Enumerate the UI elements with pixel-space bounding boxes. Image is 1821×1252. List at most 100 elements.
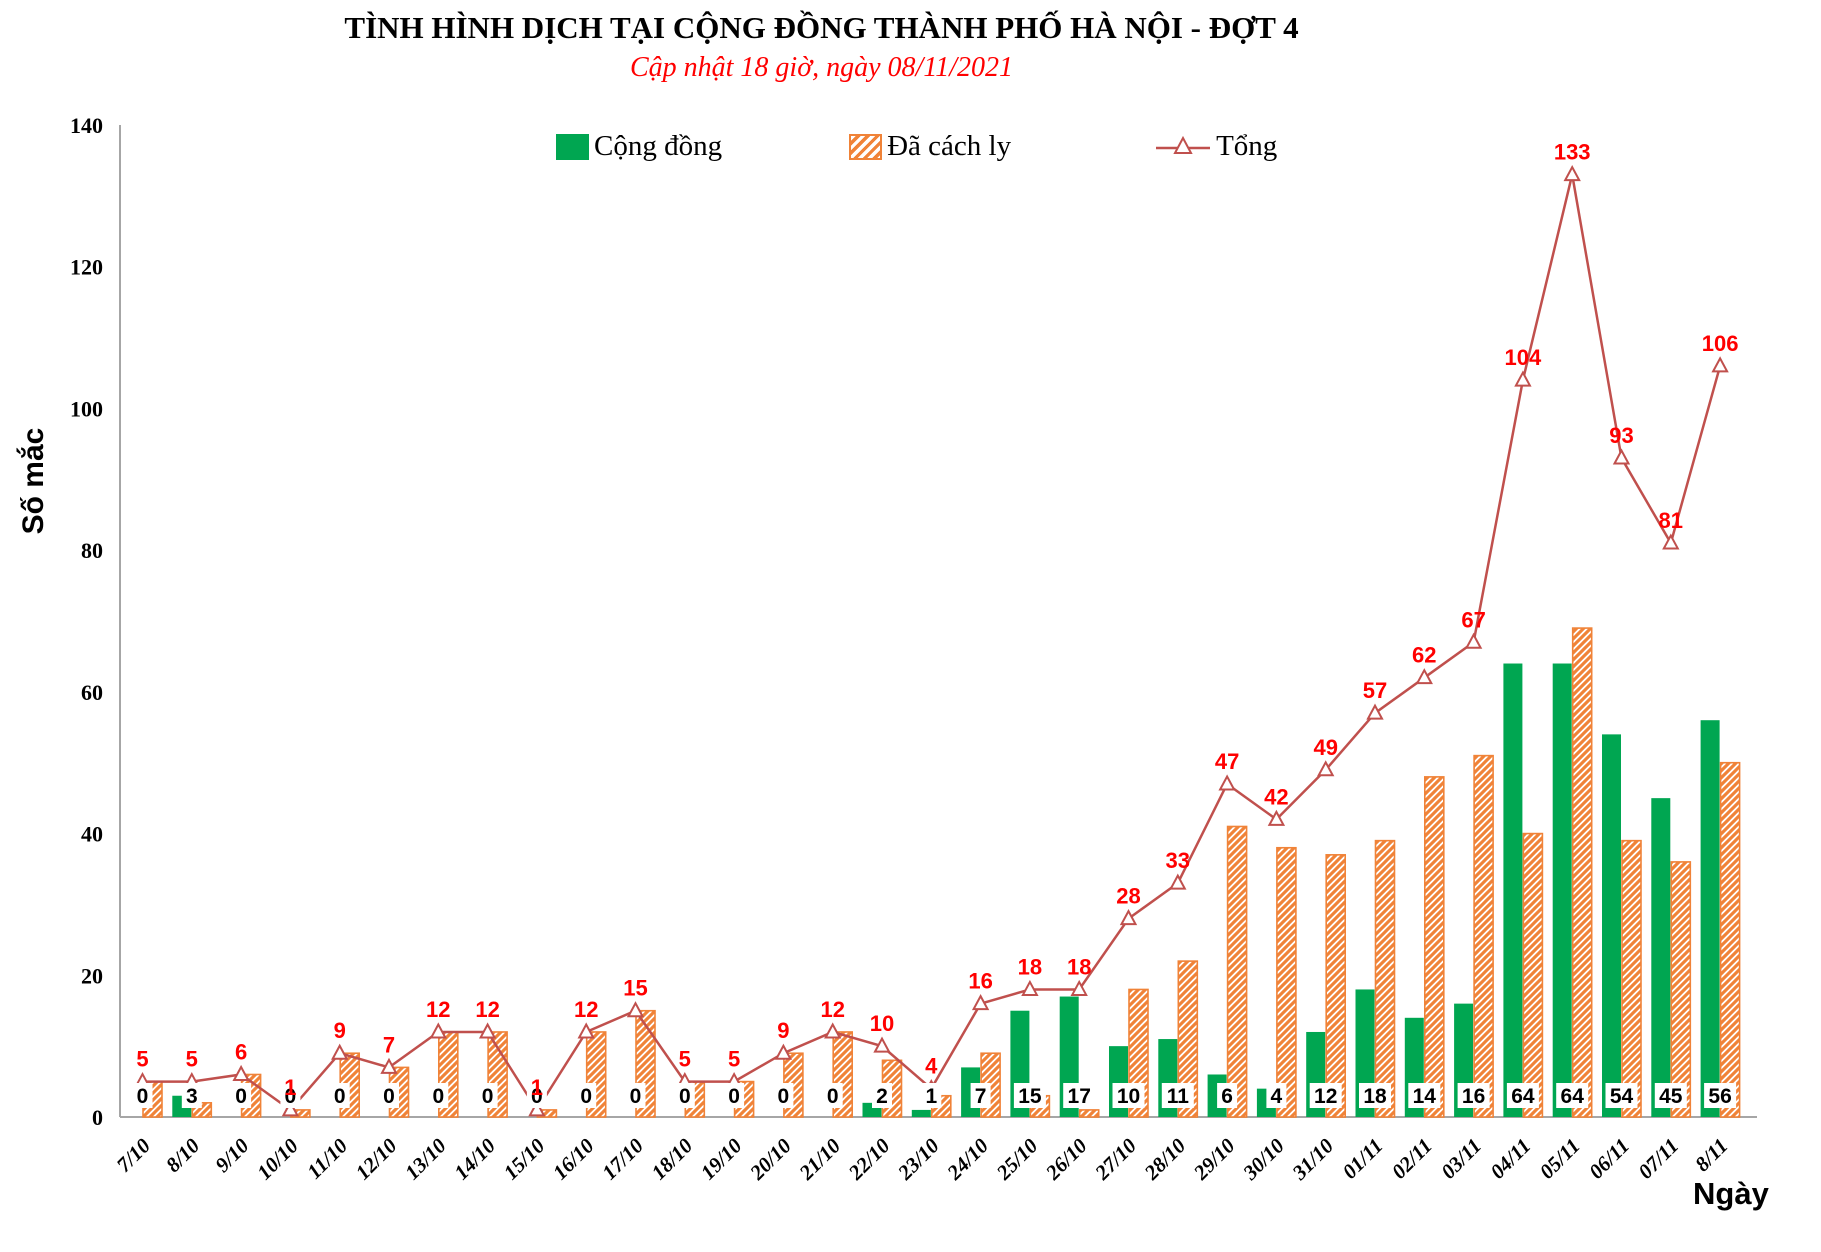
svg-text:12: 12	[574, 997, 598, 1022]
svg-text:31/10: 31/10	[1287, 1133, 1339, 1185]
svg-text:23/10: 23/10	[892, 1133, 944, 1185]
svg-text:0: 0	[679, 1085, 691, 1108]
svg-text:0: 0	[778, 1085, 790, 1108]
svg-text:16/10: 16/10	[548, 1133, 599, 1184]
svg-text:64: 64	[1511, 1085, 1535, 1108]
svg-text:0: 0	[728, 1085, 740, 1108]
svg-text:01/11: 01/11	[1338, 1134, 1388, 1184]
svg-text:30/10: 30/10	[1237, 1133, 1289, 1185]
svg-text:18: 18	[1363, 1085, 1387, 1108]
svg-text:18: 18	[1067, 954, 1091, 979]
legend-label-total: Tổng	[1216, 130, 1278, 162]
svg-text:100: 100	[70, 396, 103, 421]
svg-text:7/10: 7/10	[112, 1133, 156, 1177]
svg-text:04/11: 04/11	[1485, 1134, 1535, 1184]
svg-text:22/10: 22/10	[843, 1133, 895, 1185]
svg-text:104: 104	[1505, 345, 1542, 370]
svg-text:12: 12	[1314, 1085, 1337, 1108]
svg-text:20/10: 20/10	[744, 1133, 796, 1185]
svg-text:11/10: 11/10	[302, 1133, 352, 1183]
svg-text:2: 2	[876, 1085, 888, 1108]
svg-text:18: 18	[1018, 954, 1042, 979]
svg-text:4: 4	[925, 1054, 938, 1079]
svg-text:12: 12	[475, 997, 499, 1022]
svg-text:0: 0	[383, 1085, 395, 1108]
svg-text:4: 4	[1271, 1085, 1283, 1108]
svg-text:15: 15	[1018, 1085, 1042, 1108]
svg-text:20: 20	[81, 963, 103, 988]
svg-text:3: 3	[186, 1085, 198, 1108]
svg-text:0: 0	[285, 1085, 297, 1108]
svg-text:28/10: 28/10	[1139, 1133, 1191, 1185]
svg-text:12/10: 12/10	[351, 1133, 402, 1184]
svg-text:10: 10	[870, 1011, 894, 1036]
svg-text:57: 57	[1363, 678, 1387, 703]
svg-text:0: 0	[432, 1085, 444, 1108]
svg-text:15: 15	[623, 976, 647, 1001]
svg-text:6: 6	[1221, 1085, 1233, 1108]
svg-text:0: 0	[235, 1085, 247, 1108]
svg-text:0: 0	[92, 1105, 103, 1130]
svg-text:45: 45	[1659, 1085, 1683, 1108]
svg-text:24/10: 24/10	[942, 1133, 994, 1185]
svg-text:26/10: 26/10	[1040, 1133, 1092, 1185]
svg-text:5: 5	[186, 1047, 198, 1072]
legend-item-total: Tổng	[1154, 130, 1277, 163]
svg-text:56: 56	[1708, 1085, 1731, 1108]
svg-text:28: 28	[1116, 884, 1140, 909]
svg-text:42: 42	[1264, 784, 1288, 809]
svg-text:11: 11	[1167, 1085, 1190, 1108]
svg-text:140: 140	[70, 113, 103, 138]
total-line-marker-icon	[1156, 135, 1211, 154]
svg-text:5: 5	[728, 1047, 740, 1072]
svg-text:120: 120	[70, 255, 103, 280]
svg-text:8/11: 8/11	[1690, 1134, 1733, 1177]
svg-text:16: 16	[1462, 1085, 1485, 1108]
svg-text:60: 60	[81, 680, 103, 705]
svg-text:9/10: 9/10	[210, 1133, 254, 1177]
svg-text:0: 0	[137, 1085, 149, 1108]
svg-text:07/11: 07/11	[1633, 1134, 1683, 1184]
svg-text:40: 40	[81, 822, 103, 847]
svg-text:7: 7	[975, 1085, 987, 1108]
svg-text:6: 6	[235, 1039, 247, 1064]
svg-text:17/10: 17/10	[597, 1133, 648, 1184]
legend-label-quarantined: Đã cách ly	[887, 130, 1012, 162]
svg-text:9: 9	[777, 1018, 789, 1043]
svg-text:18/10: 18/10	[647, 1133, 698, 1184]
svg-text:13/10: 13/10	[400, 1133, 451, 1184]
chart-title: TÌNH HÌNH DỊCH TẠI CỘNG ĐỒNG THÀNH PHỐ H…	[344, 10, 1299, 45]
svg-text:19/10: 19/10	[696, 1133, 747, 1184]
svg-text:33: 33	[1166, 848, 1190, 873]
svg-text:5: 5	[679, 1047, 691, 1072]
svg-text:0: 0	[580, 1085, 592, 1108]
svg-text:93: 93	[1609, 423, 1633, 448]
svg-text:9: 9	[334, 1018, 346, 1043]
community-value-labels: 0 3 0 0 0 0 0 0 0 0 0 0 0 0 0 2 1 7 15 17 10 11 6 4 12 18 14 16 64 64…	[132, 1083, 1737, 1108]
svg-text:0: 0	[630, 1085, 642, 1108]
svg-text:14/10: 14/10	[449, 1133, 500, 1184]
svg-text:0: 0	[482, 1085, 494, 1108]
community-swatch-icon	[556, 133, 589, 160]
svg-text:14: 14	[1413, 1085, 1437, 1108]
svg-text:54: 54	[1610, 1085, 1634, 1108]
svg-text:15/10: 15/10	[499, 1133, 550, 1184]
svg-text:10: 10	[1117, 1085, 1140, 1108]
svg-text:25/10: 25/10	[991, 1133, 1043, 1185]
svg-text:02/11: 02/11	[1387, 1134, 1437, 1184]
x-axis-title: Ngày	[1693, 1176, 1769, 1211]
svg-text:1: 1	[284, 1075, 296, 1100]
svg-text:7: 7	[383, 1032, 395, 1057]
svg-text:03/11: 03/11	[1436, 1134, 1486, 1184]
svg-text:06/11: 06/11	[1584, 1134, 1634, 1184]
total-markers	[133, 164, 1729, 1117]
svg-text:10/10: 10/10	[252, 1133, 303, 1184]
legend-item-quarantined: Đã cách ly	[849, 130, 1011, 163]
svg-text:0: 0	[334, 1085, 346, 1108]
chart-subtitle: Cập nhật 18 giờ, ngày 08/11/2021	[629, 52, 1014, 83]
svg-text:106: 106	[1702, 331, 1739, 356]
